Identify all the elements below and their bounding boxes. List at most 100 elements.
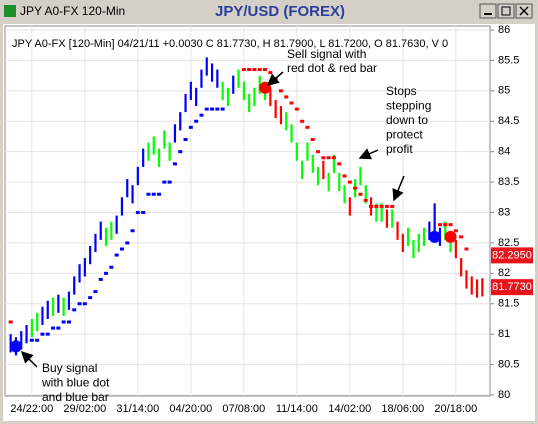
- y-tick-label: 82.5: [498, 237, 519, 249]
- stop-dot: [35, 338, 40, 342]
- stop-dot: [194, 119, 199, 123]
- stop-dot: [172, 162, 177, 166]
- annotation-text: Sell signal with: [287, 47, 366, 61]
- y-tick-label: 80.5: [498, 358, 519, 370]
- x-tick-label: 20/18:00: [434, 403, 477, 415]
- stop-dot: [263, 68, 268, 72]
- stop-dot: [342, 174, 347, 178]
- x-tick-label: 04/20:00: [169, 403, 212, 415]
- stop-dot: [353, 186, 358, 190]
- stop-dot: [141, 211, 146, 214]
- chart-header: JPY A0-FX [120-Min] 04/21/11 +0.0030 C 8…: [12, 38, 448, 50]
- stop-dot: [464, 247, 469, 251]
- stop-dot: [93, 290, 98, 294]
- stop-dot: [178, 150, 183, 154]
- y-tick-label: 81.5: [498, 298, 519, 310]
- stop-dot: [337, 162, 342, 166]
- title-bar: [0, 0, 538, 24]
- y-tick-label: 82: [498, 267, 510, 279]
- annotation-text: profit: [386, 142, 413, 156]
- annotation-text: and blue bar: [42, 390, 109, 404]
- stop-dot: [252, 68, 257, 72]
- stop-dot: [119, 247, 124, 251]
- signal-dot: [428, 230, 441, 243]
- stop-dot: [215, 107, 220, 111]
- stop-dot: [77, 302, 82, 306]
- stop-dot: [390, 204, 395, 208]
- stop-dot: [8, 320, 13, 324]
- stop-dot: [453, 229, 458, 233]
- annotation-arrow: [392, 175, 405, 202]
- stop-dot: [125, 241, 130, 245]
- stop-dot: [278, 89, 283, 93]
- price-marker-label: 81.7730: [492, 281, 532, 293]
- maximize-button[interactable]: [497, 3, 515, 19]
- stop-dot: [363, 198, 368, 202]
- stop-dot: [157, 192, 162, 196]
- y-tick-label: 83: [498, 206, 510, 218]
- app-icon: [4, 5, 16, 17]
- annotation-text: with blue dot: [41, 376, 110, 390]
- stop-dot: [114, 253, 119, 257]
- chart-title: JPY/USD (FOREX): [215, 3, 345, 20]
- annotation-text: protect: [386, 128, 423, 142]
- minimize-button[interactable]: [479, 3, 497, 19]
- y-tick-label: 84: [498, 146, 510, 158]
- stop-dot: [135, 211, 140, 214]
- stop-dot: [104, 271, 109, 275]
- y-tick-label: 85.5: [498, 54, 519, 66]
- stop-dot: [162, 180, 167, 184]
- x-tick-label: 31/14:00: [116, 403, 159, 415]
- annotation-arrow: [358, 148, 379, 160]
- annotation-text: Buy signal: [42, 361, 97, 375]
- stop-dot: [188, 125, 193, 129]
- stop-dot: [220, 107, 225, 111]
- stop-dot: [379, 204, 384, 208]
- stop-dot: [210, 107, 215, 111]
- stop-dot: [167, 180, 172, 184]
- x-tick-label: 29/02:00: [63, 403, 106, 415]
- stop-dot: [204, 107, 209, 111]
- y-tick-label: 85: [498, 85, 510, 97]
- stop-dot: [268, 71, 273, 75]
- stop-dot: [326, 156, 331, 160]
- stop-dot: [459, 235, 464, 239]
- stop-dot: [51, 326, 56, 330]
- signal-dot: [444, 230, 457, 243]
- signal-dot: [9, 340, 22, 353]
- stop-dot: [437, 223, 442, 227]
- window-title: JPY A0-FX 120-Min: [20, 4, 125, 18]
- y-tick-label: 80: [498, 389, 510, 401]
- y-tick-label: 83.5: [498, 176, 519, 188]
- stop-dot: [45, 332, 50, 336]
- stop-dot: [82, 302, 87, 306]
- stop-dot: [294, 107, 299, 111]
- x-tick-label: 07/08:00: [222, 403, 265, 415]
- stop-dot: [289, 101, 294, 105]
- annotation-text: red dot & red bar: [287, 61, 377, 75]
- stop-dot: [146, 192, 151, 196]
- stop-dot: [199, 113, 204, 117]
- plot-area: [4, 25, 491, 397]
- stop-dot: [88, 296, 93, 300]
- stop-dot: [40, 332, 45, 336]
- annotation-arrow: [266, 71, 284, 86]
- stop-dot: [56, 326, 61, 330]
- stop-dot: [66, 320, 71, 324]
- annotation-text: stepping: [386, 99, 431, 113]
- stop-dot: [98, 277, 103, 281]
- stop-dot: [369, 204, 374, 208]
- price-marker: [491, 247, 533, 264]
- stop-dot: [109, 265, 114, 269]
- window-buttons[interactable]: [479, 3, 533, 19]
- stop-dot: [241, 68, 246, 72]
- stop-dot: [358, 192, 363, 196]
- stop-dot: [310, 138, 315, 141]
- stop-dot: [331, 156, 336, 160]
- stop-dot: [316, 150, 321, 154]
- price-marker: [491, 279, 533, 296]
- stop-dot: [247, 68, 252, 72]
- price-marker-label: 82.2950: [492, 249, 532, 261]
- x-tick-label: 14/02:00: [328, 403, 371, 415]
